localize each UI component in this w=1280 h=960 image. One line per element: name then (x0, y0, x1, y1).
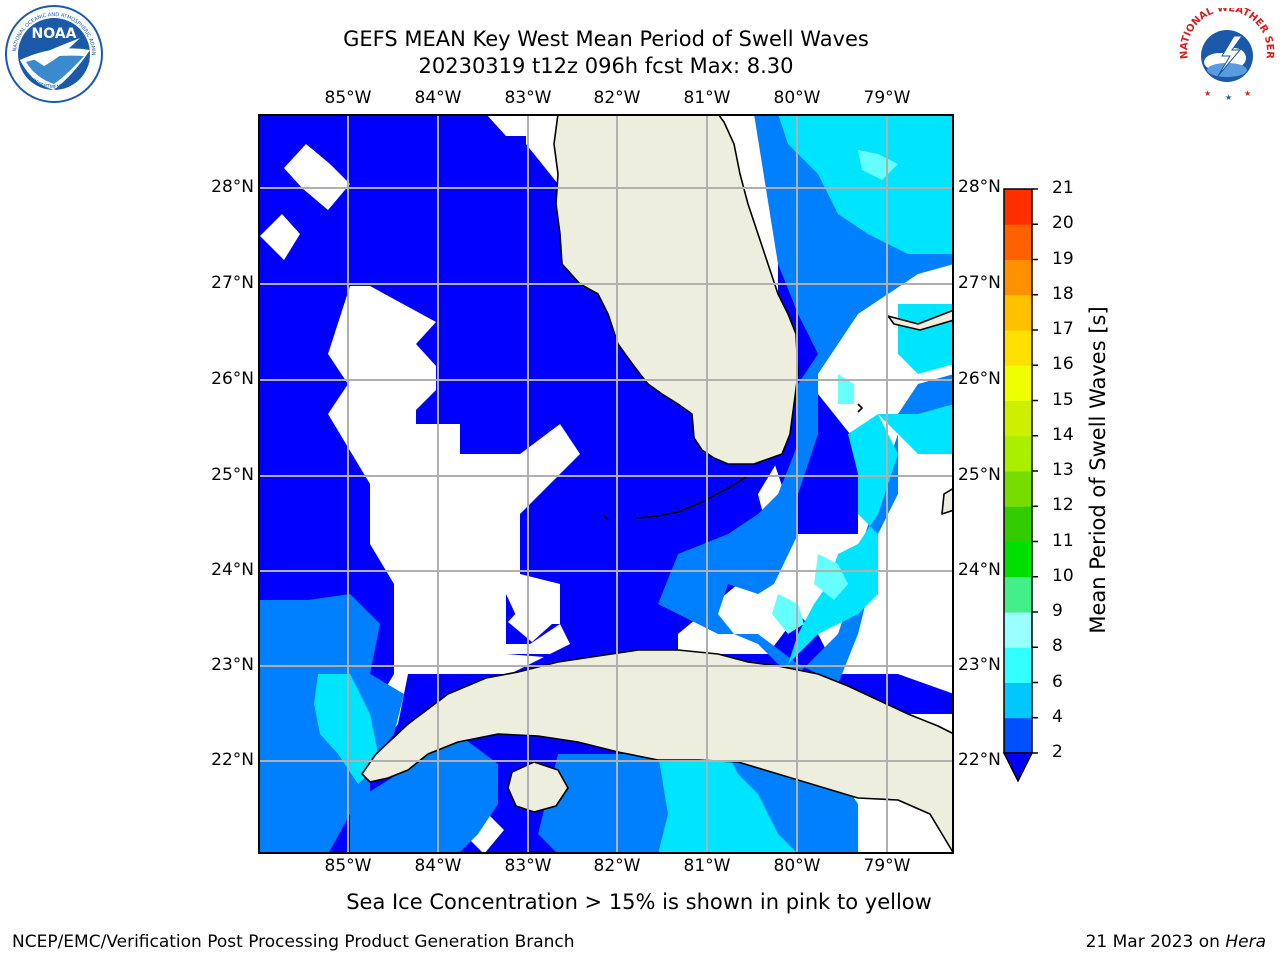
florida-keys (603, 403, 864, 521)
lat-label-right: 26°N (958, 369, 1001, 389)
colorbar-tick-label: 9 (1052, 601, 1063, 621)
colorbar (1002, 188, 1038, 783)
colorbar-tick-label: 11 (1052, 530, 1074, 551)
chart-subtitle: 20230319 t12z 096h fcst Max: 8.30 (418, 54, 794, 78)
colorbar-bin (1004, 541, 1032, 578)
colorbar-tick-label: 14 (1052, 424, 1074, 445)
lat-label-left: 27°N (211, 273, 254, 293)
footer-date: 21 Mar 2023 on Hera (1086, 932, 1266, 952)
lon-label-bottom: 80°W (773, 856, 821, 876)
lon-label-top: 85°W (324, 88, 372, 108)
colorbar-title: Mean Period of Swell Waves [s] (1086, 306, 1110, 634)
lat-label-right: 28°N (958, 177, 1001, 197)
lon-label-bottom: 84°W (414, 856, 462, 876)
lat-label-right: 23°N (958, 655, 1001, 675)
svg-text:★: ★ (1225, 93, 1232, 100)
lon-label-top: 84°W (414, 88, 462, 108)
isla-de-la-juventud (507, 761, 569, 813)
lat-label-left: 24°N (211, 560, 254, 580)
colorbar-tick-label: 4 (1052, 706, 1063, 727)
colorbar-tick-label: 16 (1052, 354, 1074, 375)
colorbar-bin (1004, 400, 1032, 437)
colorbar-tick-label: 6 (1052, 671, 1063, 692)
bahamas-grand-bahama (887, 309, 954, 331)
colorbar-tick-label: 13 (1052, 460, 1074, 480)
swell-period-map (258, 114, 954, 854)
colorbar-bin (1004, 259, 1032, 296)
colorbar-bin (1004, 576, 1032, 613)
footer-host: Hera (1225, 932, 1266, 952)
noaa-logo-icon: NOAA NATIONAL OCEANIC AND ATMOSPHERIC AD… (4, 4, 103, 103)
colorbar-bin (1004, 647, 1032, 683)
colorbar-tick-label: 8 (1052, 636, 1063, 657)
lat-label-right: 22°N (958, 750, 1001, 770)
lon-label-top: 82°W (593, 88, 641, 108)
svg-text:NOAA: NOAA (32, 26, 77, 42)
chart-title: GEFS MEAN Key West Mean Period of Swell … (343, 27, 869, 51)
colorbar-tick-label: 10 (1052, 565, 1074, 586)
colorbar-bin (1004, 224, 1032, 260)
colorbar-tick-label: 15 (1052, 389, 1074, 410)
lon-label-bottom: 81°W (683, 856, 731, 876)
lat-label-left: 23°N (211, 655, 254, 675)
colorbar-under-arrow (1002, 752, 1034, 783)
svg-text:★: ★ (1244, 89, 1251, 98)
colorbar-bin (1004, 330, 1032, 366)
colorbar-bin (1004, 682, 1032, 719)
lon-label-top: 83°W (504, 88, 552, 108)
lon-label-bottom: 79°W (863, 856, 911, 876)
sea-ice-caption: Sea Ice Concentration > 15% is shown in … (346, 890, 932, 914)
svg-text:★: ★ (1204, 89, 1211, 98)
lat-label-left: 22°N (211, 750, 254, 770)
bahamas-andros (941, 487, 954, 515)
colorbar-bin (1004, 612, 1032, 648)
lon-label-bottom: 83°W (504, 856, 552, 876)
colorbar-tick-label: 20 (1052, 213, 1074, 234)
colorbar-bin (1004, 471, 1032, 507)
lon-label-bottom: 85°W (324, 856, 372, 876)
colorbar-bin (1004, 189, 1032, 225)
graticule (258, 114, 954, 854)
cuba (361, 649, 954, 854)
colorbar-bin (1004, 435, 1032, 472)
lat-label-left: 25°N (211, 465, 254, 485)
period-6-8s (772, 150, 898, 634)
colorbar-tick-label: 19 (1052, 248, 1074, 269)
colorbar-bin (1004, 365, 1032, 401)
lon-label-bottom: 82°W (593, 856, 641, 876)
lat-label-left: 26°N (211, 369, 254, 389)
colorbar-tick-label: 18 (1052, 283, 1074, 304)
footer-date-text: 21 Mar 2023 on (1085, 932, 1226, 952)
colorbar-bin (1004, 717, 1032, 754)
lat-label-right: 27°N (958, 273, 1001, 293)
colorbar-tick-label: 17 (1052, 319, 1074, 339)
lon-label-top: 80°W (773, 88, 821, 108)
lat-label-right: 25°N (958, 465, 1001, 485)
lat-label-left: 28°N (211, 177, 254, 197)
footer-credit: NCEP/EMC/Verification Post Processing Pr… (12, 932, 575, 952)
lon-label-top: 81°W (683, 88, 731, 108)
lat-label-right: 24°N (958, 560, 1001, 580)
colorbar-tick-label: 12 (1052, 495, 1074, 516)
colorbar-tick-label: 2 (1052, 742, 1063, 762)
colorbar-bin (1004, 294, 1032, 331)
lon-label-top: 79°W (863, 88, 911, 108)
nws-logo-icon: NATIONAL WEATHER SERVICE ★ ★ ★ (1178, 8, 1275, 100)
colorbar-tick-label: 21 (1052, 178, 1074, 198)
colorbar-bin (1004, 506, 1032, 542)
